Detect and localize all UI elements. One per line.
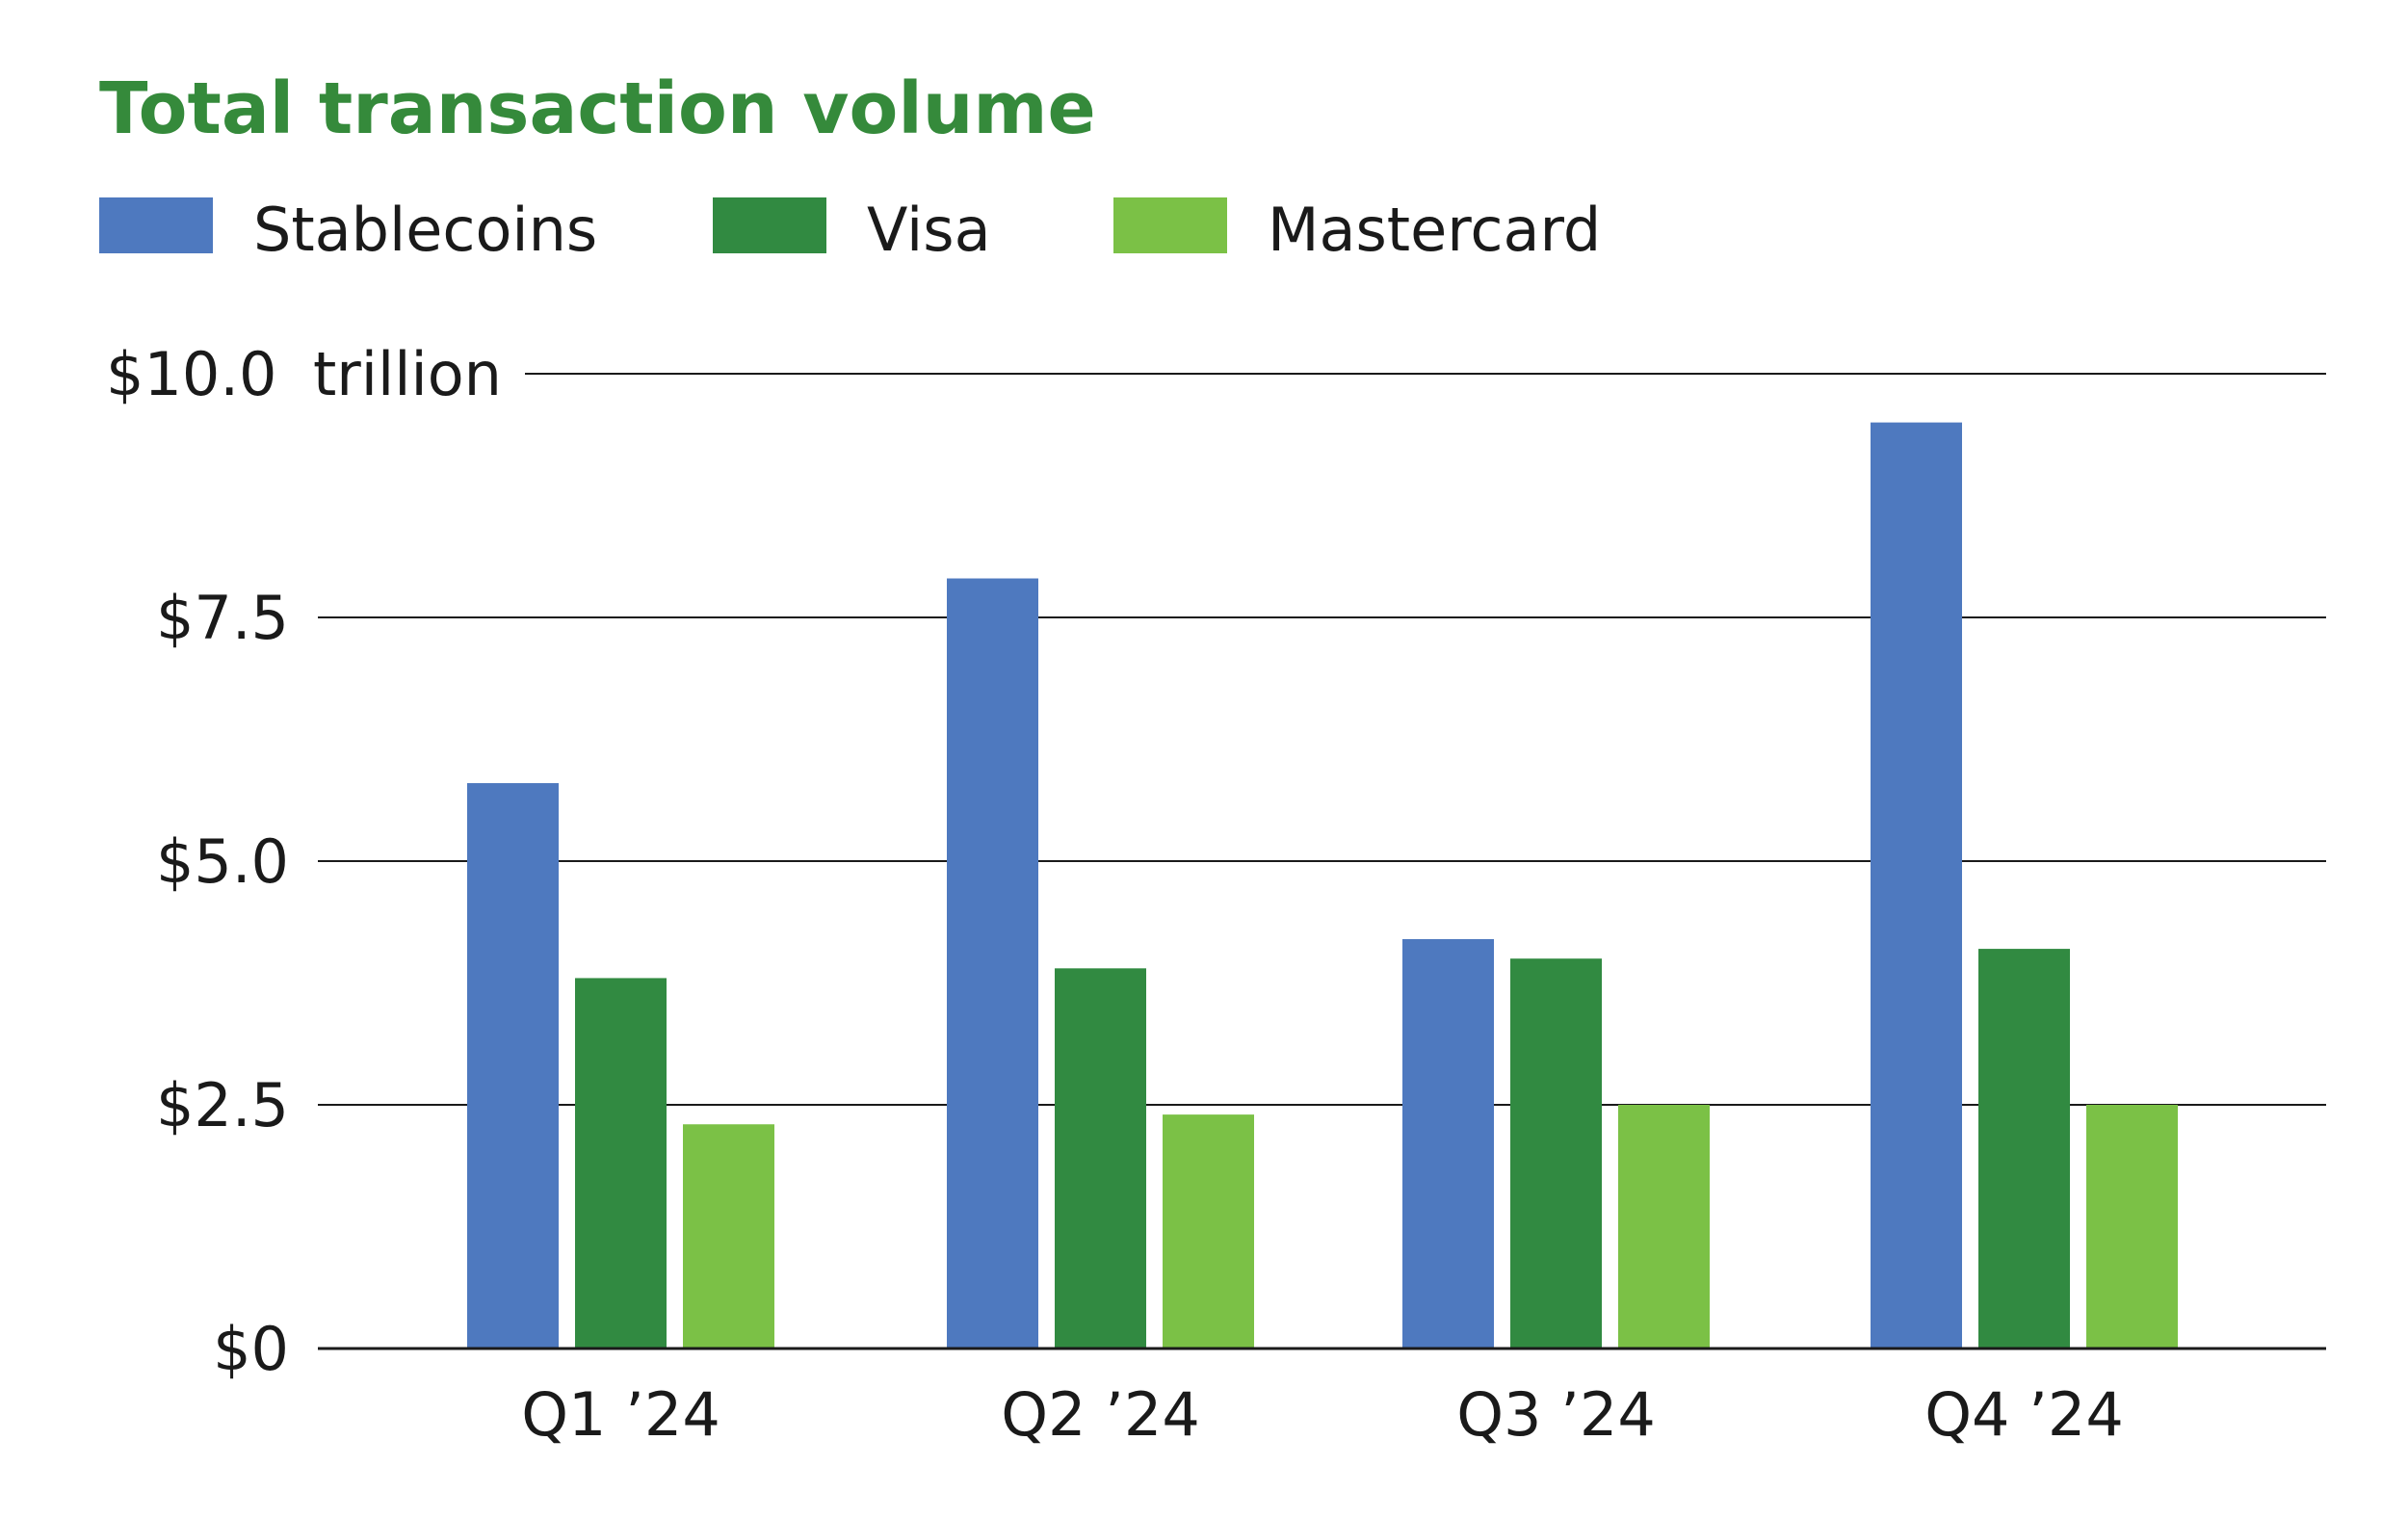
bar-mastercard-1 <box>683 1124 774 1349</box>
bar-mastercard-3 <box>1618 1105 1710 1349</box>
bar-stablecoins-1 <box>467 783 559 1349</box>
bar-stablecoins-2 <box>947 578 1038 1349</box>
legend-label-3: Mastercard <box>1268 195 1601 265</box>
y-axis-unit-label: trillion <box>313 339 502 409</box>
y-tick-label: $7.5 <box>156 583 289 653</box>
y-tick-label: $10.0 <box>106 339 277 409</box>
legend-swatch-2 <box>713 197 826 253</box>
legend-swatch-1 <box>99 197 213 253</box>
legend-swatch-3 <box>1113 197 1227 253</box>
chart-title: Total transaction volume <box>99 67 1096 150</box>
bar-visa-1 <box>575 978 667 1349</box>
x-tick-label: Q3 ’24 <box>1456 1379 1656 1450</box>
x-tick-label: Q2 ’24 <box>1001 1379 1200 1450</box>
bar-mastercard-2 <box>1163 1114 1254 1349</box>
bar-stablecoins-4 <box>1871 422 1962 1349</box>
x-tick-label: Q1 ’24 <box>521 1379 720 1450</box>
y-tick-label: $0 <box>213 1314 289 1384</box>
y-tick-label: $2.5 <box>156 1070 289 1140</box>
legend-label-1: Stablecoins <box>253 195 597 265</box>
y-tick-label: $5.0 <box>156 826 289 897</box>
bar-mastercard-4 <box>2086 1105 2178 1349</box>
legend: Stablecoins Visa Mastercard <box>99 195 1601 265</box>
bar-visa-4 <box>1978 949 2070 1349</box>
bars <box>467 422 2178 1349</box>
y-axis-ticks: $0 $2.5 $5.0 $7.5 $10.0 <box>106 339 289 1384</box>
x-axis-labels: Q1 ’24 Q2 ’24 Q3 ’24 Q4 ’24 <box>521 1379 2124 1450</box>
bar-visa-2 <box>1055 968 1146 1349</box>
bar-visa-3 <box>1510 958 1602 1349</box>
x-tick-label: Q4 ’24 <box>1924 1379 2124 1450</box>
bar-stablecoins-3 <box>1402 938 1494 1349</box>
legend-label-2: Visa <box>867 195 991 265</box>
